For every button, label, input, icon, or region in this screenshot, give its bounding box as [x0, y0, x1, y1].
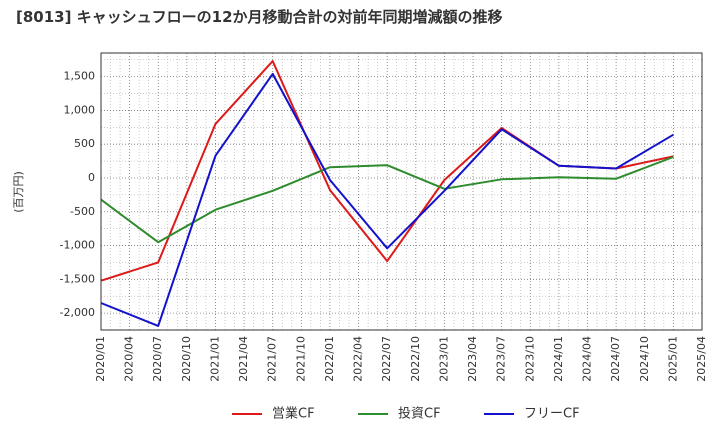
legend-label: 営業CF: [272, 406, 315, 422]
y-tick-label: -1,500: [60, 272, 95, 285]
legend-label: 投資CF: [398, 406, 441, 422]
x-tick-label: 2023/01: [437, 336, 450, 382]
x-tick-label: 2020/04: [123, 336, 136, 382]
x-tick-label: 2024/07: [609, 336, 622, 382]
y-tick-label: -1,000: [60, 239, 95, 252]
x-tick-label: 2021/07: [266, 336, 279, 382]
x-tick-label: 2021/04: [237, 336, 250, 382]
x-tick-label: 2024/10: [638, 336, 651, 382]
x-tick-label: 2022/01: [323, 336, 336, 382]
y-axis-label: (百万円): [12, 171, 25, 213]
x-tick-label: 2022/07: [380, 336, 393, 382]
x-tick-label: 2020/07: [151, 336, 164, 382]
x-tick-label: 2020/10: [180, 336, 193, 382]
x-tick-label: 2021/10: [294, 336, 307, 382]
y-tick-label: 1,000: [64, 103, 96, 116]
plot-area-border: [100, 52, 703, 331]
y-tick-label: 0: [88, 171, 95, 184]
x-tick-label: 2022/10: [409, 336, 422, 382]
x-tick-label: 2025/01: [666, 336, 679, 382]
x-tick-label: 2023/04: [466, 336, 479, 382]
x-tick-label: 2021/01: [208, 336, 221, 382]
x-tick-label: 2025/04: [695, 336, 708, 382]
x-axis: 2020/01 2020/04 2020/07 2020/10 2021/01 2021/…: [94, 336, 708, 382]
x-tick-label: 2024/01: [552, 336, 565, 382]
x-tick-label: 2023/10: [523, 336, 536, 382]
y-tick-label: -2,000: [60, 306, 95, 319]
x-tick-label: 2024/04: [581, 336, 594, 382]
legend: 営業CF 投資CF フリーCF: [232, 406, 580, 422]
x-tick-label: 2020/01: [94, 336, 107, 382]
chart-title: [8013] キャッシュフローの12か月移動合計の対前年同期増減額の推移: [16, 8, 503, 26]
plot-area-background: [101, 53, 702, 330]
series-lines: [100, 60, 674, 327]
x-tick-label: 2022/04: [352, 336, 365, 382]
y-axis: -2,000 -1,500 -1,000 -500 0 500 1,000 1,500: [60, 70, 95, 319]
x-tick-label: 2023/07: [495, 336, 508, 382]
y-tick-label: 1,500: [64, 70, 96, 83]
series-line-投資CF: [100, 156, 674, 244]
y-tick-label: -500: [70, 205, 95, 218]
y-tick-label: 500: [74, 137, 95, 150]
series-line-フリーCF: [100, 72, 674, 327]
legend-label: フリーCF: [524, 407, 580, 422]
